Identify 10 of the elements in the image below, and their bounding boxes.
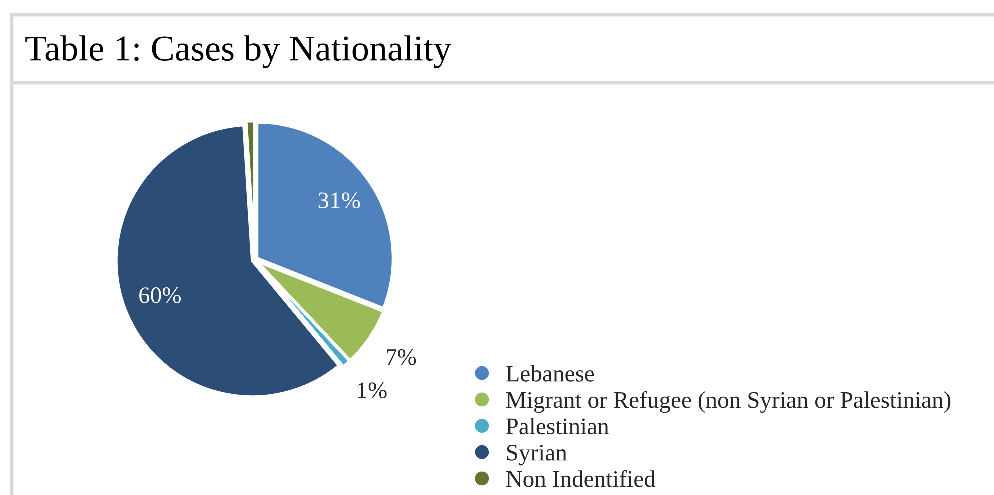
- legend-label: Lebanese: [506, 365, 594, 382]
- legend-label: Non Indentified: [506, 470, 656, 488]
- chart-title: Table 1: Cases by Nationality: [26, 36, 452, 68]
- data-label: 60%: [140, 288, 181, 304]
- data-label: 31%: [318, 192, 360, 209]
- legend-label: Palestinian: [506, 418, 610, 435]
- legend-label: Syrian: [507, 444, 568, 466]
- legend-label: Migrant or Refugee (non Syrian or Palestinian): [506, 391, 951, 414]
- data-label: 7%: [387, 349, 416, 366]
- data-label: 1%: [358, 382, 387, 399]
